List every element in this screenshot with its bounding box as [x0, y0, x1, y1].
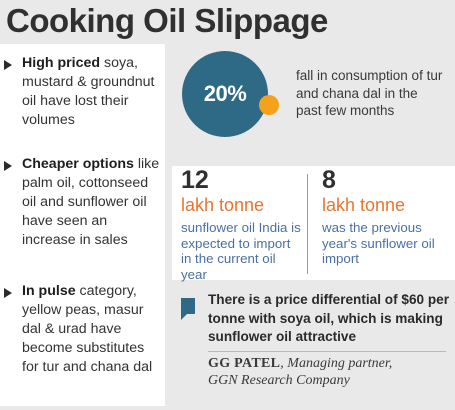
- bullet-rest: soya, mustard & groundnut oil have lost …: [22, 55, 155, 128]
- bullet-bold: In pulse: [22, 283, 76, 299]
- quote-icon: [181, 298, 195, 320]
- quote-divider: [208, 351, 446, 352]
- stat-description: sunflower oil India is expected to impor…: [181, 220, 301, 282]
- stat-current-year: 12 lakh tonne sunflower oil India is exp…: [181, 166, 303, 282]
- percent-value: 20%: [203, 81, 247, 106]
- bullet-panel: High priced soya, mustard & groundnut oi…: [0, 44, 165, 406]
- quote-attribution: GG PATEL, Managing partner, GGN Research…: [208, 355, 448, 389]
- stat-description: was the previous year's sunflower oil im…: [322, 220, 435, 266]
- quote-text: There is a price differential of $60 per…: [208, 292, 449, 344]
- stat-unit: lakh tonne: [181, 195, 265, 215]
- stats-divider: [307, 174, 308, 274]
- bullet-bold: High priced: [22, 55, 101, 71]
- bullet-rest: category, yellow peas, masur dal & urad …: [22, 283, 153, 375]
- highlight-section: 20% fall in consumption of tur and chana…: [172, 44, 455, 164]
- orange-dot-icon: [259, 95, 279, 115]
- stat-number: 8: [322, 166, 336, 194]
- bullet-text: In pulse category, yellow peas, masur da…: [22, 282, 164, 377]
- page-title: Cooking Oil Slippage: [6, 2, 328, 39]
- bullet-text: High priced soya, mustard & groundnut oi…: [22, 54, 164, 130]
- arrow-bullet-icon: [4, 60, 12, 70]
- stat-number: 12: [181, 166, 209, 194]
- attribution-role: , Managing partner,: [280, 356, 393, 371]
- arrow-bullet-icon: [4, 161, 12, 171]
- bullet-rest: like palm oil, cottonseed oil and sunflo…: [22, 156, 160, 248]
- percent-circle: 20%: [182, 51, 268, 137]
- arrow-bullet-icon: [4, 288, 12, 298]
- attribution-org: GGN Research Company: [208, 373, 350, 388]
- stats-section: 12 lakh tonne sunflower oil India is exp…: [172, 166, 455, 282]
- percent-caption: fall in consumption of tur and chana dal…: [296, 68, 443, 118]
- quote-section: There is a price differential of $60 per…: [172, 290, 455, 400]
- bullet-bold: Cheaper options: [22, 156, 134, 172]
- stat-unit: lakh tonne: [322, 195, 406, 215]
- bullet-text: Cheaper options like palm oil, cottonsee…: [22, 155, 164, 250]
- attribution-name: GG PATEL: [208, 356, 281, 371]
- stat-previous-year: 8 lakh tonne was the previous year's sun…: [322, 166, 452, 267]
